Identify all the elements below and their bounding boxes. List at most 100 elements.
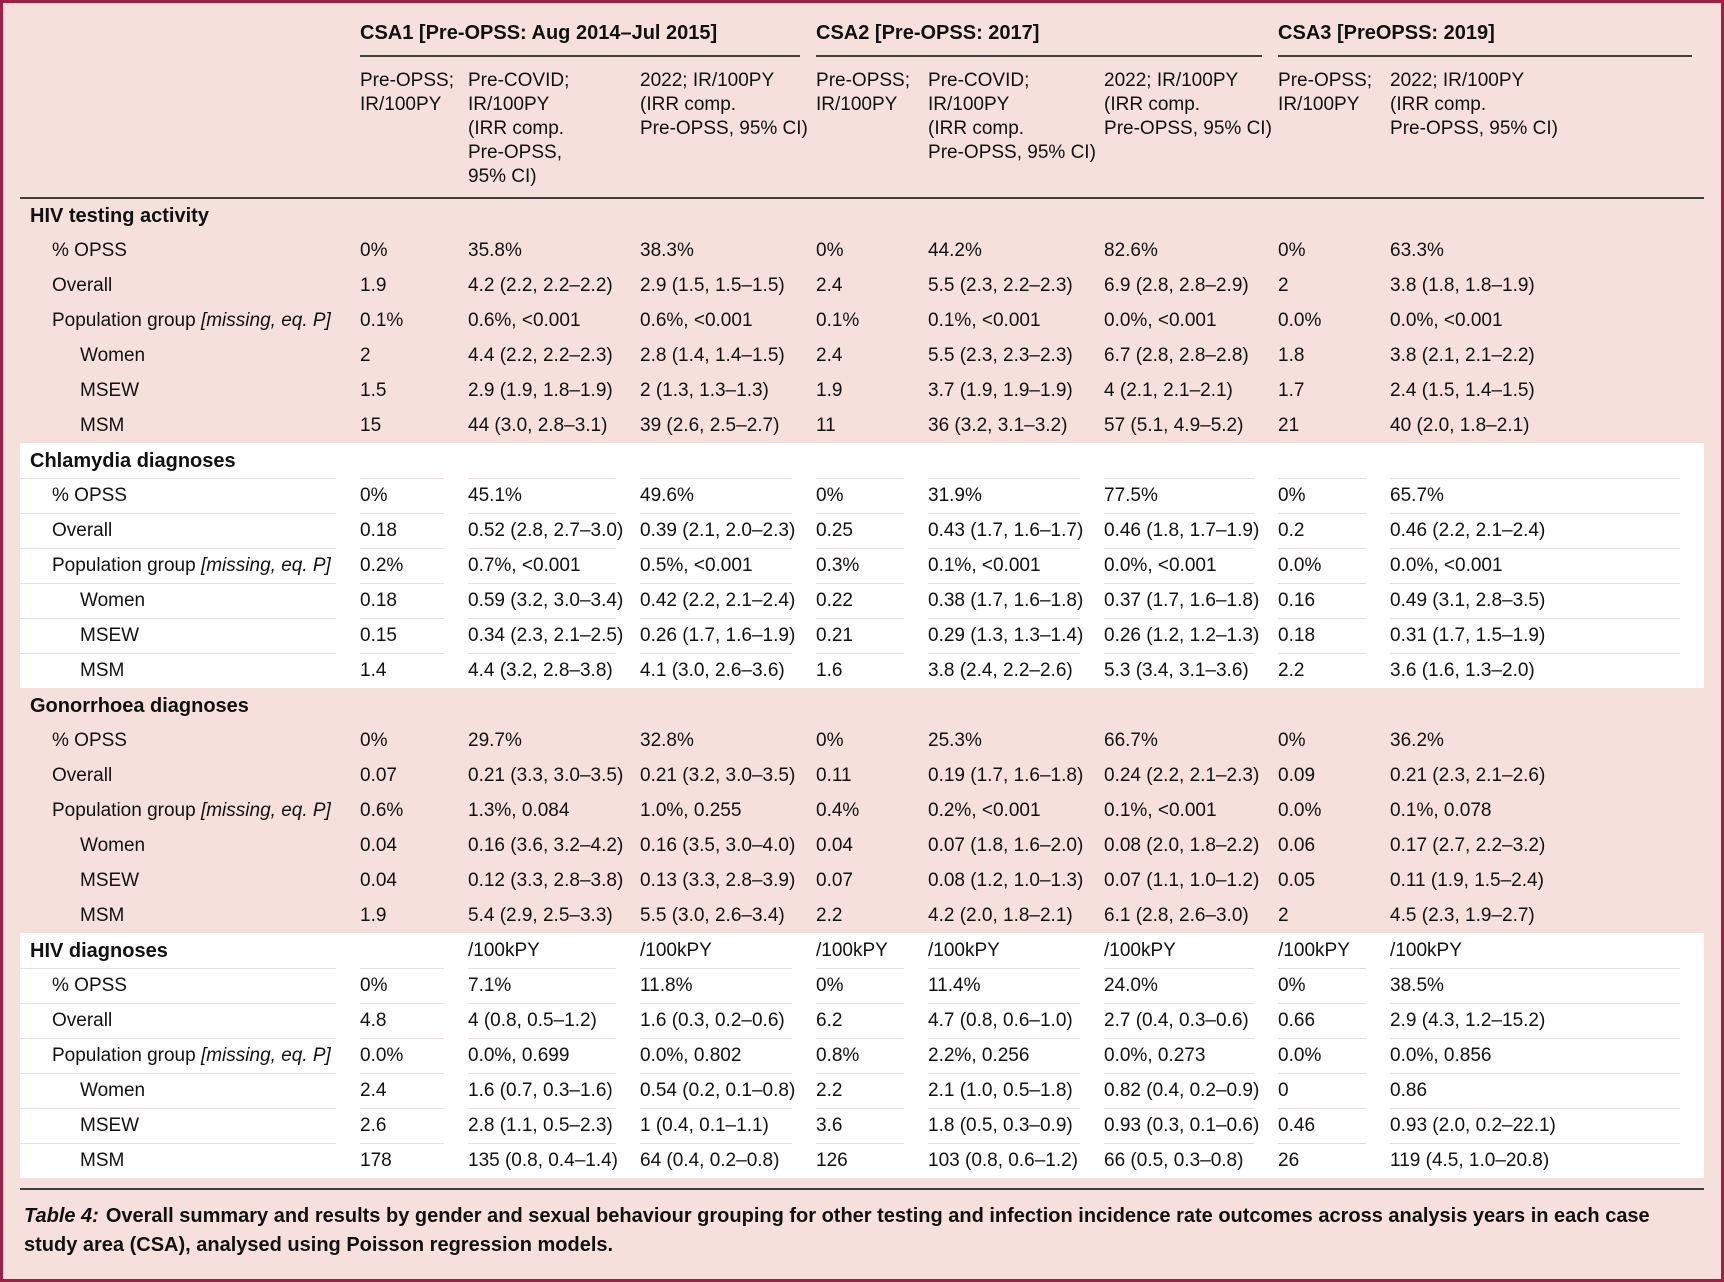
- data-cell: 0.6%, <0.001: [640, 309, 753, 331]
- data-cell: 0.08 (1.2, 1.0–1.3): [928, 869, 1084, 891]
- data-cell: 0%: [816, 968, 929, 1003]
- unit-cell: [816, 198, 928, 233]
- data-cell: 0.18: [1278, 618, 1391, 653]
- row-label: MSEW: [80, 1114, 140, 1136]
- data-cell: 36 (3.2, 3.1–3.2): [928, 414, 1068, 436]
- unit-cell: /100kPY: [928, 933, 1105, 968]
- data-cell: 0.3%: [816, 548, 929, 583]
- column-header-7: Pre-OPSS; IR/100PY: [1278, 57, 1391, 199]
- data-cell: 0.93 (0.3, 0.1–0.6): [1104, 1108, 1279, 1143]
- row-label: MSEW: [80, 624, 140, 646]
- unit-cell: [928, 443, 1105, 478]
- data-cell: 0.1%, <0.001: [928, 548, 1105, 583]
- data-cell: 2.4: [816, 274, 843, 296]
- group-header-csa3: CSA3 [PreOPSS: 2019]: [1278, 19, 1704, 57]
- section-title: HIV diagnoses: [20, 933, 360, 968]
- row-label-cell: MSEW: [20, 1108, 360, 1143]
- data-cell: 6.2: [816, 1003, 929, 1038]
- data-cell: 2.8 (1.4, 1.4–1.5): [640, 344, 785, 366]
- data-cell: 135 (0.8, 0.4–1.4): [468, 1143, 640, 1178]
- table-row: MSEW 0.15 0.34 (2.3, 2.1–2.5) 0.26 (1.7,…: [20, 618, 1704, 653]
- data-cell: 0%: [816, 478, 929, 513]
- data-cell: 0.09: [1278, 764, 1316, 786]
- data-cell: 2.2: [816, 1073, 929, 1108]
- row-label-cell: MSM: [20, 408, 360, 443]
- group-header-csa1-label: CSA1 [Pre-OPSS: Aug 2014–Jul 2015]: [360, 21, 801, 57]
- data-cell: 0.16: [1278, 583, 1391, 618]
- unit-cell: [468, 443, 640, 478]
- table-row: Population group [missing, eq. P] 0.6% 1…: [20, 793, 1704, 828]
- unit-cell: /100kPY: [1104, 933, 1279, 968]
- unit-cell: /100kPY: [816, 933, 929, 968]
- data-cell: 44.2%: [928, 239, 982, 261]
- table-row: % OPSS 0% 45.1% 49.6% 0% 31.9% 77.5% 0% …: [20, 478, 1704, 513]
- data-cell: 1.0%, 0.255: [640, 799, 742, 821]
- data-cell: 2.2: [1278, 653, 1391, 688]
- row-label: MSM: [80, 1149, 125, 1171]
- data-cell: 38.3%: [640, 239, 694, 261]
- data-cell: 0.16 (3.6, 3.2–4.2): [468, 834, 624, 856]
- data-cell: 126: [816, 1143, 929, 1178]
- row-label: Overall: [52, 274, 113, 296]
- column-header-5: Pre-COVID; IR/100PY (IRR comp. Pre-OPSS,…: [928, 57, 1105, 199]
- data-cell: 4.1 (3.0, 2.6–3.6): [640, 653, 817, 688]
- data-cell: 1.3%, 0.084: [468, 799, 570, 821]
- column-header-row: Pre-OPSS; IR/100PY Pre-COVID; IR/100PY (…: [20, 57, 1704, 199]
- data-cell: 1.8 (0.5, 0.3–0.9): [928, 1108, 1105, 1143]
- row-label: Overall: [52, 519, 113, 541]
- data-cell: 4.5 (2.3, 1.9–2.7): [1390, 904, 1535, 926]
- row-label-cell: % OPSS: [20, 233, 360, 268]
- unit-cell: [1104, 443, 1279, 478]
- data-cell: 0.1%, <0.001: [928, 309, 1041, 331]
- section-header-row: Chlamydia diagnoses: [20, 443, 1704, 478]
- data-cell: 4.2 (2.0, 1.8–2.1): [928, 904, 1073, 926]
- unit-cell: [360, 443, 468, 478]
- data-cell: 0.11 (1.9, 1.5–2.4): [1390, 869, 1544, 891]
- data-cell: 31.9%: [928, 478, 1105, 513]
- data-cell: 0%: [360, 968, 468, 1003]
- unit-cell: [640, 198, 816, 233]
- data-cell: 11.8%: [640, 968, 817, 1003]
- data-cell: 40 (2.0, 1.8–2.1): [1390, 414, 1530, 436]
- data-cell: 0.16 (3.5, 3.0–4.0): [640, 834, 796, 856]
- column-header-8: 2022; IR/100PY (IRR comp. Pre-OPSS, 95% …: [1390, 57, 1704, 199]
- unit-cell: [468, 198, 640, 233]
- data-cell: 5.4 (2.9, 2.5–3.3): [468, 904, 613, 926]
- data-cell: 3.8 (2.1, 2.1–2.2): [1390, 344, 1535, 366]
- row-label: MSM: [80, 414, 125, 436]
- data-cell: 44 (3.0, 2.8–3.1): [468, 414, 608, 436]
- table-row: Women 2 4.4 (2.2, 2.2–2.3) 2.8 (1.4, 1.4…: [20, 338, 1704, 373]
- data-cell: 1.9: [360, 904, 387, 926]
- data-cell: 0.0%: [1278, 799, 1322, 821]
- data-cell: 64 (0.4, 0.2–0.8): [640, 1143, 817, 1178]
- row-label-cell: MSEW: [20, 373, 360, 408]
- data-cell: 0.54 (0.2, 0.1–0.8): [640, 1073, 817, 1108]
- table-row: Women 2.4 1.6 (0.7, 0.3–1.6) 0.54 (0.2, …: [20, 1073, 1704, 1108]
- data-cell: 1.6 (0.7, 0.3–1.6): [468, 1073, 640, 1108]
- data-cell: 1.9: [816, 379, 843, 401]
- row-label: Women: [80, 344, 146, 366]
- unit-cell: /100kPY: [1390, 933, 1704, 968]
- data-cell: 32.8%: [640, 729, 694, 751]
- data-cell: 1.5: [360, 379, 387, 401]
- data-cell: 0.42 (2.2, 2.1–2.4): [640, 583, 817, 618]
- unit-cell: /100kPY: [640, 933, 817, 968]
- data-cell: 5.5 (2.3, 2.2–2.3): [928, 274, 1073, 296]
- data-cell: 103 (0.8, 0.6–1.2): [928, 1143, 1105, 1178]
- data-cell: 178: [360, 1143, 468, 1178]
- data-cell: 0.0%, 0.856: [1390, 1038, 1704, 1073]
- unit-cell: /100kPY: [1278, 933, 1391, 968]
- data-cell: 0.0%, 0.699: [468, 1038, 640, 1073]
- data-cell: 7.1%: [468, 968, 640, 1003]
- data-cell: 2.6: [360, 1108, 468, 1143]
- column-header-3: 2022; IR/100PY (IRR comp. Pre-OPSS, 95% …: [640, 57, 817, 199]
- caption-text: Overall summary and results by gender an…: [24, 1205, 1650, 1256]
- unit-cell: [1390, 688, 1704, 723]
- data-cell: 0.06: [1278, 834, 1316, 856]
- data-cell: 0.1%, 0.078: [1390, 799, 1492, 821]
- table-row: % OPSS 0% 35.8% 38.3% 0% 44.2% 82.6% 0% …: [20, 233, 1704, 268]
- data-cell: 29.7%: [468, 729, 522, 751]
- data-cell: 0.39 (2.1, 2.0–2.3): [640, 513, 817, 548]
- data-cell: 2.8 (1.1, 0.5–2.3): [468, 1108, 640, 1143]
- table-row: Overall 4.8 4 (0.8, 0.5–1.2) 1.6 (0.3, 0…: [20, 1003, 1704, 1038]
